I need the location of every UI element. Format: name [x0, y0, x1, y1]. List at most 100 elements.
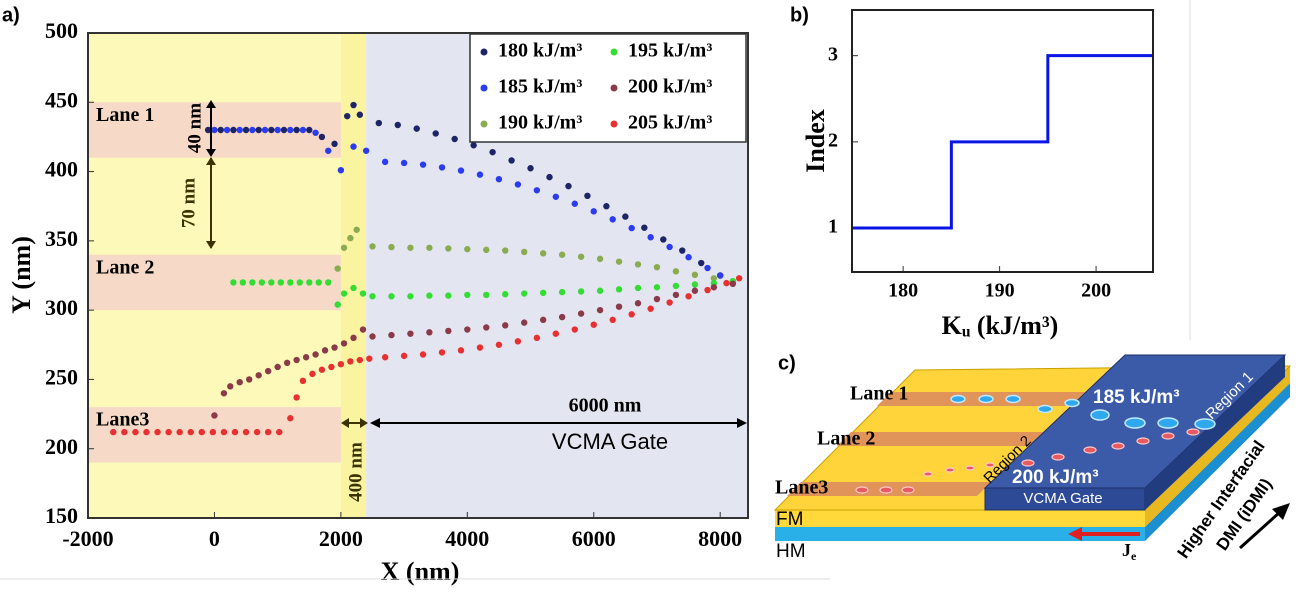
point: [359, 326, 367, 333]
point: [647, 234, 654, 241]
panel-label: a): [2, 4, 20, 26]
point: [514, 181, 522, 188]
point: [264, 367, 272, 375]
layer-label: HM: [776, 541, 806, 562]
point: [704, 286, 711, 294]
point: [419, 351, 427, 358]
y-tick-label: 250: [45, 364, 78, 389]
point: [521, 248, 528, 256]
point: [539, 289, 547, 297]
lane-label: Lane3: [775, 477, 828, 499]
legend: [469, 33, 747, 143]
point: [502, 247, 509, 254]
point: [217, 126, 224, 134]
point: [502, 291, 509, 298]
point: [359, 290, 367, 297]
point: [309, 370, 316, 378]
y-axis-label: Y (nm): [7, 236, 36, 314]
current-label: Je: [1122, 540, 1137, 563]
point: [328, 363, 335, 371]
point: [242, 428, 250, 436]
point: [590, 321, 597, 328]
point: [287, 415, 294, 422]
point: [495, 175, 503, 183]
point: [615, 258, 623, 265]
point: [596, 255, 604, 263]
point: [438, 164, 446, 171]
point: [204, 126, 212, 134]
lane-stripe: [837, 432, 1043, 446]
point: [239, 279, 247, 286]
point: [388, 243, 395, 251]
point: [672, 282, 680, 290]
point: [407, 293, 414, 300]
point: [666, 299, 673, 306]
skyrmions: [950, 394, 1216, 430]
point: [407, 244, 414, 251]
x-tick-label: 4000: [445, 526, 489, 551]
point: [362, 147, 370, 154]
point: [400, 159, 408, 167]
point: [121, 428, 128, 436]
point: [274, 126, 281, 134]
point: [287, 279, 294, 286]
point: [388, 293, 395, 300]
point: [521, 290, 528, 297]
y-tick-label: 150: [45, 503, 78, 528]
x-axis-label: Kᵤ (kJ/m³): [942, 311, 1059, 340]
legend-label: 185 kJ/m³: [498, 76, 582, 98]
point: [609, 316, 616, 324]
point: [280, 126, 288, 134]
point: [419, 161, 427, 168]
point: [369, 243, 376, 250]
point: [653, 263, 661, 271]
point: [375, 119, 383, 127]
layer-label: FM: [776, 509, 803, 530]
point: [220, 428, 228, 436]
point: [312, 351, 319, 358]
y-tick-label: 2: [828, 129, 838, 151]
point: [276, 428, 283, 436]
point: [318, 133, 326, 141]
point: [299, 377, 307, 385]
hm-layer: [775, 527, 1145, 541]
point: [223, 126, 231, 134]
point: [407, 330, 414, 337]
point: [476, 171, 484, 178]
point: [249, 279, 256, 286]
point: [334, 301, 341, 308]
annotations: [206, 100, 747, 428]
point: [685, 254, 692, 261]
point: [464, 291, 471, 299]
legend-marker: [480, 48, 488, 56]
point: [381, 158, 389, 166]
point: [723, 279, 730, 287]
point: [337, 166, 345, 174]
panel-label: c): [778, 352, 796, 374]
point: [356, 111, 364, 118]
point: [628, 311, 635, 318]
point: [647, 305, 654, 312]
legend-label: 205 kJ/m³: [628, 112, 712, 134]
gate-side: [1145, 355, 1285, 510]
point: [571, 200, 578, 207]
point: [558, 313, 566, 321]
point: [685, 293, 692, 300]
point: [318, 366, 326, 373]
plot-frame: [87, 32, 749, 519]
dmi-arrow-head: [1272, 503, 1290, 520]
point: [546, 173, 553, 181]
gate-value: 185 kJ/m³: [1093, 387, 1180, 408]
point: [565, 182, 572, 190]
point: [268, 126, 275, 134]
x-tick-label: 180: [888, 280, 918, 302]
point: [350, 334, 357, 342]
point: [634, 261, 642, 268]
point: [227, 383, 234, 390]
lane-label: Lane 1: [96, 104, 154, 126]
x-tick-label: -2000: [62, 526, 113, 551]
y-axis-label: Index: [801, 109, 830, 173]
step-line: [852, 54, 1153, 230]
y-tick-label: 300: [45, 295, 78, 320]
